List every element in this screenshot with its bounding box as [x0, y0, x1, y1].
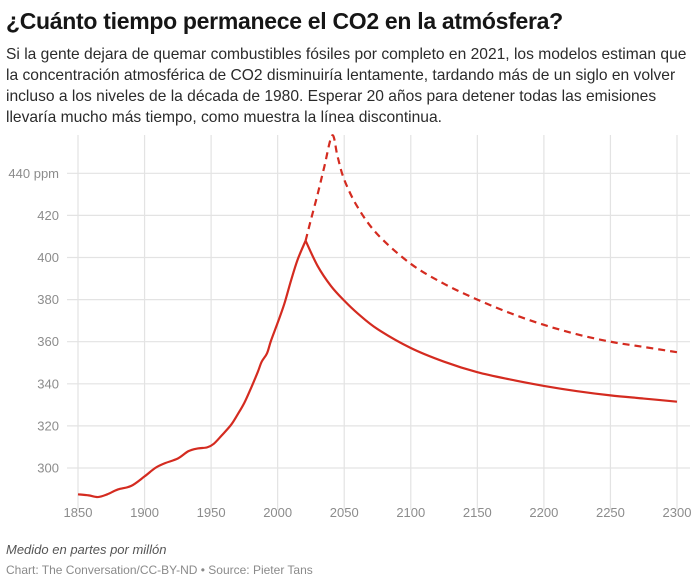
y-tick-label: 300 [37, 461, 59, 476]
y-tick-label: 440 ppm [8, 166, 59, 181]
y-tick-label: 400 [37, 250, 59, 265]
x-tick-label: 1950 [197, 505, 226, 520]
x-tick-label: 2300 [663, 505, 692, 520]
source-credit: Chart: The Conversation/CC-BY-ND • Sourc… [6, 563, 313, 577]
y-axis-labels: 300 320 340 360 380 400 420 440 ppm [8, 166, 59, 476]
x-tick-label: 2150 [463, 505, 492, 520]
y-tick-label: 380 [37, 292, 59, 307]
x-tick-label: 2100 [396, 505, 425, 520]
co2-line-chart: 1850 1900 1950 2000 2050 2100 2150 2200 2250 2300… [8, 134, 692, 520]
x-tick-label: 2050 [330, 505, 359, 520]
y-tick-label: 360 [37, 334, 59, 349]
chart-description: Si la gente dejara de quemar combustible… [6, 46, 687, 126]
x-tick-label: 2200 [529, 505, 558, 520]
y-tick-label: 320 [37, 418, 59, 433]
x-tick-label: 2000 [263, 505, 292, 520]
unit-note: Medido en partes por millón [6, 542, 167, 557]
series-lines [77, 134, 678, 499]
y-tick-label: 420 [37, 208, 59, 223]
stop-2021-line [304, 240, 678, 403]
stop-2041-dashed-line [304, 134, 678, 354]
x-gridlines [77, 135, 678, 510]
x-tick-label: 1900 [130, 505, 159, 520]
x-axis-labels: 1850 1900 1950 2000 2050 2100 2150 2200 2250 2300 [64, 505, 692, 520]
y-tick-label: 340 [37, 376, 59, 391]
historical-co2-line [77, 240, 307, 499]
y-gridlines [67, 172, 690, 469]
chart-title: ¿Cuánto tiempo permanece el CO2 en la at… [6, 8, 563, 34]
x-tick-label: 1850 [64, 505, 93, 520]
x-tick-label: 2250 [596, 505, 625, 520]
